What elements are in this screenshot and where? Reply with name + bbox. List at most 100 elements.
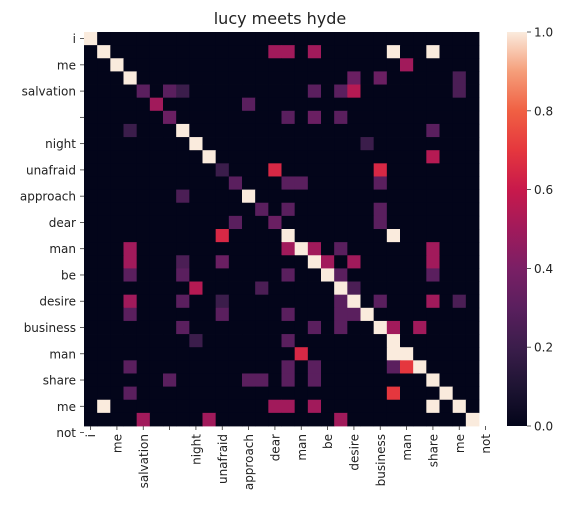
- heatmap-cell: [255, 71, 269, 85]
- heatmap-cell: [189, 32, 203, 46]
- heatmap-cell: [110, 281, 124, 296]
- heatmap-cell: [215, 137, 230, 151]
- heatmap-cell: [110, 71, 124, 85]
- heatmap-cell: [215, 320, 230, 335]
- heatmap-cell: [202, 215, 217, 230]
- heatmap-cell: [386, 189, 401, 204]
- x-tick-label: desire: [347, 434, 361, 471]
- heatmap-cell: [413, 294, 427, 309]
- heatmap-cell: [149, 58, 164, 72]
- heatmap-cell: [426, 373, 440, 387]
- heatmap-cell: [176, 84, 190, 99]
- heatmap-cell: [334, 202, 348, 217]
- heatmap-cell: [242, 202, 256, 217]
- heatmap-cell: [373, 242, 388, 256]
- heatmap-cell: [189, 320, 203, 335]
- heatmap-cell: [347, 281, 361, 296]
- heatmap-cell: [400, 242, 414, 256]
- heatmap-cell: [413, 84, 427, 99]
- heatmap-cell: [413, 97, 427, 112]
- heatmap-cell: [465, 32, 480, 46]
- heatmap-cell: [452, 307, 467, 322]
- heatmap-cell: [426, 150, 440, 164]
- heatmap-cell: [189, 110, 203, 125]
- heatmap-cell: [294, 373, 309, 387]
- heatmap-cell: [242, 123, 256, 138]
- heatmap-cell: [97, 45, 111, 59]
- heatmap-cell: [321, 320, 335, 335]
- heatmap-cell: [321, 137, 335, 151]
- heatmap-cell: [439, 294, 454, 309]
- heatmap-cell: [176, 399, 190, 414]
- y-tick-label: desire: [39, 295, 76, 309]
- heatmap-cell: [347, 97, 361, 112]
- heatmap-cell: [136, 32, 151, 46]
- heatmap-cell: [294, 97, 309, 112]
- heatmap-cell: [97, 268, 111, 282]
- heatmap-cell: [400, 215, 414, 230]
- heatmap-cell: [242, 215, 256, 230]
- heatmap-cell: [452, 294, 467, 309]
- heatmap-cell: [281, 150, 296, 164]
- heatmap-cell: [360, 215, 375, 230]
- heatmap-cell: [294, 399, 309, 414]
- heatmap-cell: [149, 334, 164, 348]
- heatmap-cell: [136, 163, 151, 177]
- heatmap-cell: [400, 150, 414, 164]
- heatmap-cell: [228, 373, 243, 387]
- heatmap-cell: [465, 347, 480, 361]
- heatmap-cell: [176, 242, 190, 256]
- colorbar-tick-label: 1.0: [534, 26, 553, 40]
- heatmap-cell: [347, 58, 361, 72]
- heatmap-cell: [97, 150, 111, 164]
- heatmap-cell: [465, 242, 480, 256]
- heatmap-cell: [149, 360, 164, 374]
- heatmap-cell: [202, 347, 217, 361]
- heatmap-cell: [268, 268, 282, 282]
- heatmap-cell: [255, 412, 269, 427]
- heatmap-cell: [97, 110, 111, 125]
- y-tick-label: business: [24, 321, 76, 335]
- heatmap-cell: [413, 320, 427, 335]
- heatmap-cell: [215, 163, 230, 177]
- heatmap-cell: [163, 202, 177, 217]
- heatmap-cell: [149, 110, 164, 125]
- heatmap-cell: [307, 268, 322, 282]
- heatmap-cell: [307, 97, 322, 112]
- y-tick-label: night: [45, 137, 76, 151]
- heatmap-cell: [123, 281, 138, 296]
- heatmap-cell: [268, 189, 282, 204]
- heatmap-cell: [163, 268, 177, 282]
- heatmap-cell: [202, 123, 217, 138]
- x-tick-label: dear: [268, 434, 282, 461]
- heatmap-cell: [307, 307, 322, 322]
- heatmap-cell: [400, 347, 414, 361]
- heatmap-cell: [307, 215, 322, 230]
- heatmap-cell: [413, 268, 427, 282]
- heatmap-cell: [136, 71, 151, 85]
- heatmap-cell: [294, 242, 309, 256]
- heatmap-cell: [307, 45, 322, 59]
- heatmap-cell: [386, 215, 401, 230]
- heatmap-cell: [149, 347, 164, 361]
- heatmap-cell: [426, 320, 440, 335]
- heatmap-cell: [163, 281, 177, 296]
- heatmap-cell: [255, 58, 269, 72]
- heatmap-cell: [307, 294, 322, 309]
- heatmap-cell: [347, 268, 361, 282]
- heatmap-cell: [242, 268, 256, 282]
- heatmap-cell: [110, 412, 124, 427]
- y-tick-label: me: [57, 400, 76, 414]
- heatmap-cell: [255, 229, 269, 243]
- heatmap-cell: [268, 229, 282, 243]
- heatmap-cell: [110, 229, 124, 243]
- heatmap-cell: [307, 110, 322, 125]
- heatmap-cell: [97, 84, 111, 99]
- heatmap-cell: [307, 360, 322, 374]
- heatmap-cell: [294, 347, 309, 361]
- heatmap-cell: [439, 110, 454, 125]
- heatmap-cell: [97, 163, 111, 177]
- heatmap-cell: [307, 320, 322, 335]
- heatmap-cell: [360, 84, 375, 99]
- heatmap-cell: [163, 399, 177, 414]
